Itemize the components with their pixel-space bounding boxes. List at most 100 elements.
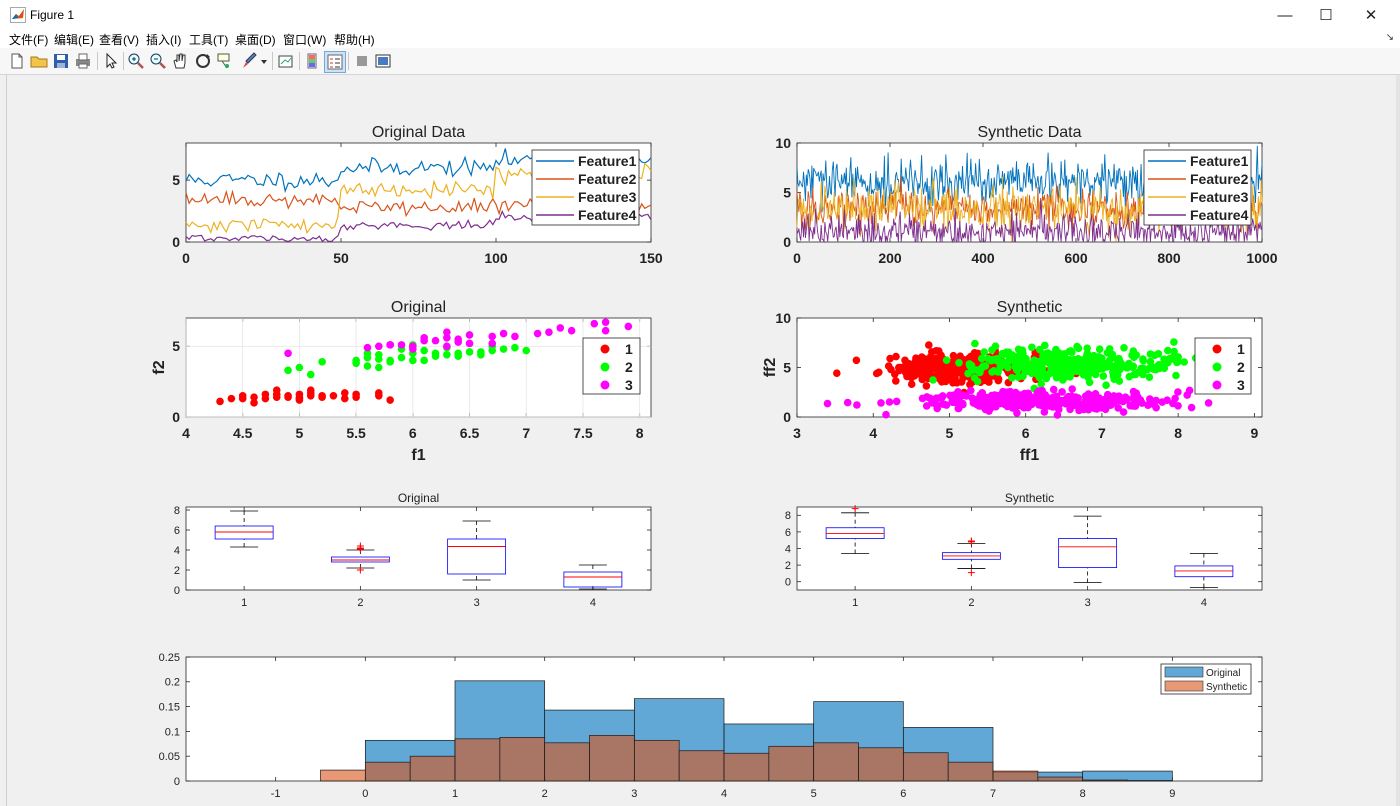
data-point-class-3 xyxy=(1075,400,1084,408)
menu-tools[interactable]: 工具(T) xyxy=(189,33,229,47)
data-point-class-2 xyxy=(987,356,995,365)
data-point-class-2 xyxy=(1084,373,1092,382)
data-point-class-2 xyxy=(1047,365,1055,374)
x-axis-label: ff1 xyxy=(1020,447,1040,464)
toolbar xyxy=(0,48,1400,75)
data-point-class-3 xyxy=(983,401,992,409)
data-point-class-3 xyxy=(1171,394,1179,403)
data-point-class-2 xyxy=(363,353,372,362)
y-tick-label: 6 xyxy=(785,527,791,539)
histogram-bar-synthetic xyxy=(589,735,635,782)
x-tick-label: 2 xyxy=(357,597,363,609)
colorbar-icon[interactable] xyxy=(302,51,322,71)
vertical-scrollbar[interactable] xyxy=(1396,75,1400,806)
menu-window[interactable]: 窗口(W) xyxy=(283,33,327,47)
data-point-class-3 xyxy=(877,399,885,407)
data-point-class-3 xyxy=(885,398,894,406)
data-point-class-2 xyxy=(1028,360,1037,368)
new-figure-icon[interactable] xyxy=(7,51,27,71)
y-axis-label: ff2 xyxy=(762,358,779,378)
data-point-class-3 xyxy=(1114,404,1122,412)
menu-help[interactable]: 帮助(H) xyxy=(334,33,375,47)
legend-label: Feature3 xyxy=(1190,189,1249,205)
original-scatter-axes: 4 4.5 5 5.5 6 6.5 7 7.5 8 0 5 Original f1 f2 1 2 3 xyxy=(151,299,652,464)
axes-title: Original Data xyxy=(372,124,465,141)
menu-file[interactable]: 文件(F) xyxy=(9,33,49,47)
data-point-class-1 xyxy=(329,391,338,400)
interquartile-box xyxy=(447,538,507,575)
x-tick-label: 400 xyxy=(971,250,995,266)
pan-hand-icon[interactable] xyxy=(170,51,190,71)
menu-view[interactable]: 查看(V) xyxy=(99,33,139,47)
axes-title: Synthetic xyxy=(997,299,1063,316)
rotate-3d-icon[interactable] xyxy=(193,51,213,71)
data-point-class-2 xyxy=(1066,356,1074,364)
legend-patch xyxy=(1164,680,1204,692)
brush-dropdown-icon[interactable] xyxy=(259,51,269,71)
data-point-class-2 xyxy=(1124,360,1133,369)
minimize-button[interactable]: — xyxy=(1262,0,1308,30)
show-plot-tools-icon[interactable] xyxy=(373,51,393,71)
x-tick-label: 4 xyxy=(182,425,190,441)
open-file-icon[interactable] xyxy=(29,51,49,71)
zoom-in-icon[interactable] xyxy=(126,51,146,71)
data-point-class-1 xyxy=(925,341,933,349)
data-point-class-1 xyxy=(926,367,935,375)
legend-icon[interactable] xyxy=(324,51,346,73)
save-icon[interactable] xyxy=(51,51,71,71)
data-point-class-3 xyxy=(1119,408,1128,416)
print-icon[interactable] xyxy=(73,51,93,71)
data-point-class-3 xyxy=(1012,393,1020,401)
link-plot-icon[interactable] xyxy=(276,51,296,71)
menu-desktop[interactable]: 桌面(D) xyxy=(235,33,276,47)
data-point-class-2 xyxy=(363,362,372,370)
close-button[interactable]: ✕ xyxy=(1348,0,1394,30)
data-point-class-1 xyxy=(272,390,281,399)
data-point-class-2 xyxy=(1022,362,1030,370)
data-point-class-3 xyxy=(1044,394,1052,402)
data-point-class-3 xyxy=(1146,395,1154,403)
dock-arrow-icon[interactable]: ↘ xyxy=(1385,32,1394,43)
toolbar-separator xyxy=(97,52,98,70)
data-point-class-3 xyxy=(1045,402,1053,410)
menu-insert[interactable]: 插入(I) xyxy=(146,33,182,47)
data-point-class-2 xyxy=(420,356,428,365)
data-point-class-3 xyxy=(624,322,633,331)
data-point-class-1 xyxy=(932,347,940,355)
interquartile-box xyxy=(330,556,390,563)
y-tick-label: 0.05 xyxy=(159,751,180,763)
histogram-bar-synthetic xyxy=(409,755,456,782)
data-point-class-3 xyxy=(590,319,599,328)
legend-label: Feature2 xyxy=(578,171,637,187)
synthetic-data-axes: 0 200 400 600 800 1000 0 5 10 Synthetic Data Featu… xyxy=(775,124,1277,266)
x-tick-label: 1 xyxy=(452,788,458,800)
data-point-class-2 xyxy=(454,349,462,358)
data-point-class-2 xyxy=(1120,344,1128,352)
data-point-class-1 xyxy=(907,367,916,375)
data-point-class-2 xyxy=(431,349,440,358)
y-axis-label: f2 xyxy=(151,360,168,374)
data-point-class-2 xyxy=(1134,368,1143,377)
hide-plot-tools-icon[interactable] xyxy=(352,51,372,71)
data-point-class-2 xyxy=(1004,363,1012,372)
brush-icon[interactable] xyxy=(239,51,259,71)
menu-edit[interactable]: 编辑(E) xyxy=(54,33,94,47)
data-point-class-2 xyxy=(499,345,508,353)
zoom-out-icon[interactable] xyxy=(148,51,168,71)
synthetic-scatter-axes: 3 4 5 6 7 8 9 0 5 10 Synthetic ff1 ff2 1 2 3 xyxy=(762,299,1263,464)
data-cursor-icon[interactable] xyxy=(215,51,235,71)
y-tick-label: 0 xyxy=(174,585,180,597)
select-arrow-icon[interactable] xyxy=(101,51,121,71)
data-point-class-2 xyxy=(955,359,963,367)
data-point-class-2 xyxy=(1008,374,1016,382)
legend-label: 3 xyxy=(1237,377,1245,393)
x-tick-label: 3 xyxy=(1085,597,1091,609)
x-tick-label: 3 xyxy=(631,788,637,800)
synthetic-bars xyxy=(320,735,1173,782)
data-point-class-1 xyxy=(306,386,315,394)
maximize-button[interactable]: ☐ xyxy=(1303,0,1349,30)
x-tick-label: -1 xyxy=(271,788,281,800)
histogram-bar-synthetic xyxy=(992,770,1039,782)
x-tick-label: 5 xyxy=(811,788,817,800)
data-point-class-3 xyxy=(892,397,901,406)
